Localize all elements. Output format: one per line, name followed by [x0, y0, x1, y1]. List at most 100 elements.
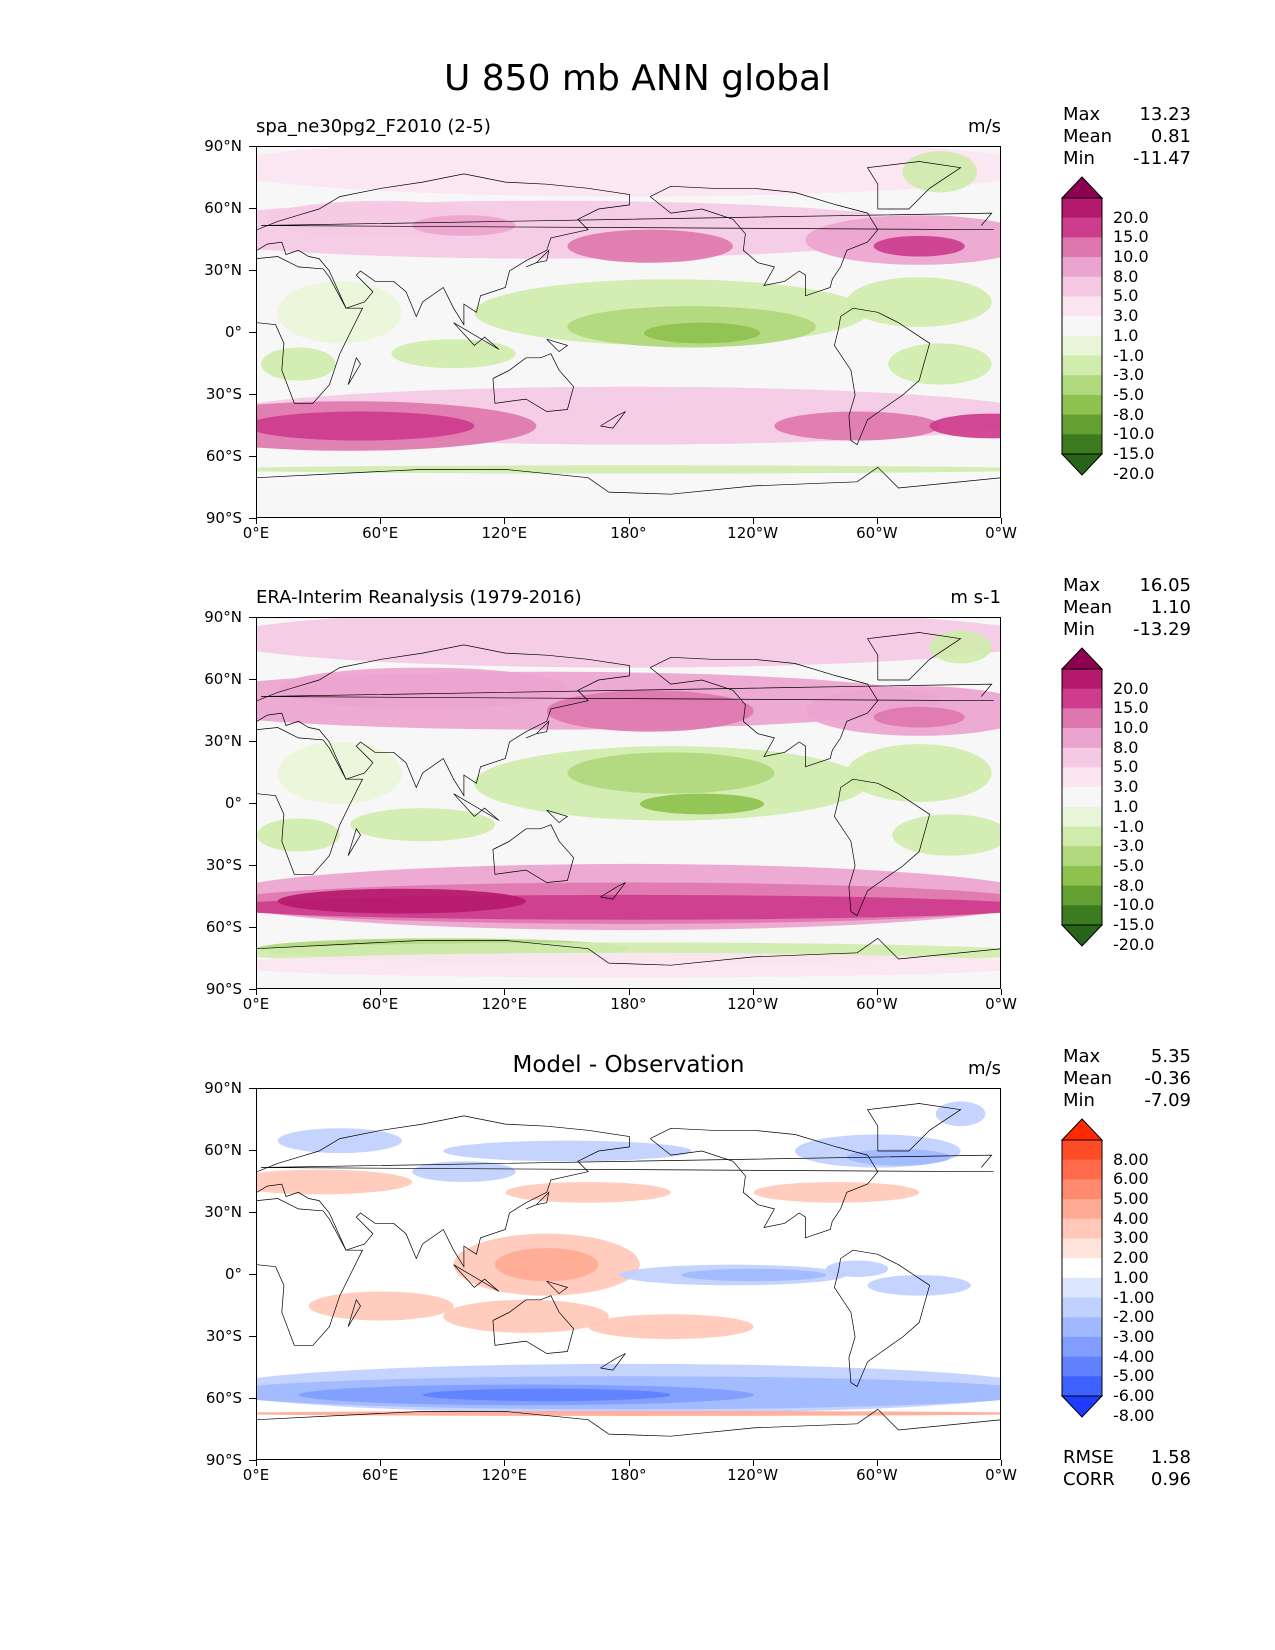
stat-row: Mean -0.36: [1063, 1068, 1191, 1090]
field-region: [412, 1161, 516, 1182]
field-region: [643, 322, 760, 344]
colorbar-tick-label: -4.00: [1113, 1346, 1155, 1366]
colorbar-swatch: [1062, 375, 1102, 396]
lon-tick: [752, 1460, 754, 1466]
panel-units: m/s: [968, 1058, 1001, 1079]
field-region: [639, 793, 765, 815]
lat-tick: [249, 1398, 256, 1399]
colorbar-swatch: [1062, 767, 1102, 788]
lat-tick: [249, 146, 256, 147]
field-region: [588, 1314, 754, 1340]
lat-tick: [249, 518, 256, 519]
field-region: [929, 413, 1000, 439]
panel-title: Model - Observation: [512, 1052, 745, 1078]
stat-value: -7.09: [1144, 1090, 1191, 1111]
lat-tick: [249, 617, 256, 618]
colorbar-swatch: [1062, 257, 1102, 278]
colorbar-tick-label: 10.0: [1113, 718, 1149, 738]
stat-label: Min: [1063, 1090, 1095, 1111]
colorbar-tick-label: 5.0: [1113, 757, 1139, 777]
lon-tick: [504, 518, 506, 524]
lon-tick: [628, 1460, 630, 1466]
stat-row: Max 5.35: [1063, 1046, 1191, 1068]
field-region: [257, 147, 1000, 197]
field-region: [277, 1128, 402, 1154]
lon-tick-label: 60°W: [856, 1466, 898, 1484]
lon-tick: [256, 518, 257, 524]
colorbar-swatch: [1062, 905, 1102, 926]
lon-tick: [504, 1460, 506, 1466]
colorbar-swatch: [1062, 1297, 1102, 1318]
colorbar-tick-label: -3.0: [1113, 836, 1145, 856]
stats-box: Max 16.05 Mean 1.10 Min -13.29: [1063, 575, 1191, 641]
colorbar-tick-label: 20.0: [1113, 207, 1149, 227]
colorbar: [1060, 1118, 1104, 1418]
lon-tick-label: 120°E: [481, 1466, 528, 1484]
stat-label: Min: [1063, 148, 1095, 169]
coastline: [866, 161, 962, 210]
stat-row: Max 13.23: [1063, 104, 1191, 126]
field-region: [505, 1182, 671, 1203]
panel-title: ERA-Interim Reanalysis (1979-2016): [256, 587, 582, 608]
coastline: [834, 307, 931, 446]
field-region: [567, 229, 733, 263]
colorbar-tick-label: 1.0: [1113, 325, 1139, 345]
lat-tick-label: 90°S: [205, 980, 242, 998]
coastline: [649, 185, 879, 297]
lon-tick-label: 60°W: [856, 524, 898, 542]
coastline: [347, 1298, 361, 1327]
coastline: [453, 322, 500, 350]
colorbar-tick-label: -3.00: [1113, 1326, 1155, 1346]
stat-value: 16.05: [1139, 575, 1191, 596]
colorbar-tick-label: 1.0: [1113, 796, 1139, 816]
lat-tick-label: 60°N: [204, 199, 242, 217]
coastline: [257, 1115, 630, 1268]
colorbar: [1060, 176, 1104, 476]
lon-tick: [256, 989, 257, 995]
coastline: [866, 1103, 962, 1152]
field-region: [412, 215, 516, 236]
colorbar-tick-label: 8.0: [1113, 737, 1139, 757]
colorbar-swatch: [1062, 669, 1102, 690]
lat-tick: [249, 1088, 256, 1089]
field-region: [443, 1140, 692, 1162]
colorbar-tick-label: -8.0: [1113, 404, 1145, 424]
lat-tick-label: 30°S: [205, 385, 242, 403]
lon-tick-label: 0°E: [242, 1466, 270, 1484]
colorbar-tick-label: 5.00: [1113, 1189, 1149, 1209]
stats-box: Max 5.35 Mean -0.36 Min -7.09: [1063, 1046, 1191, 1112]
colorbar-swatch: [1062, 1336, 1102, 1358]
colorbar-tick-label: -2.00: [1113, 1307, 1155, 1327]
lon-tick-label: 0°E: [242, 995, 270, 1013]
lat-tick-label: 90°S: [205, 509, 242, 527]
field-region: [846, 744, 992, 802]
colorbar-tick-label: -1.00: [1113, 1287, 1155, 1307]
lon-tick-label: 120°E: [481, 995, 528, 1013]
field-region: [902, 151, 978, 193]
lat-tick: [249, 1336, 256, 1337]
stat-row: Mean 1.10: [1063, 597, 1191, 619]
lat-tick: [249, 679, 256, 680]
coastline: [492, 824, 574, 883]
coastline: [261, 212, 994, 231]
coastline: [600, 411, 626, 429]
lat-tick: [249, 1150, 256, 1151]
field-region: [774, 411, 940, 441]
lat-tick-label: 30°S: [205, 1327, 242, 1345]
field-region: [846, 277, 992, 327]
colorbar-tick-label: 3.0: [1113, 306, 1139, 326]
colorbar-swatch: [1062, 747, 1102, 768]
stat-label: Min: [1063, 619, 1095, 640]
lat-tick-label: 60°S: [205, 1389, 242, 1407]
coastline: [453, 793, 500, 821]
field-region: [681, 1268, 827, 1282]
field-region: [567, 752, 775, 794]
field-region: [277, 742, 402, 804]
lat-tick-label: 30°N: [204, 1203, 242, 1221]
colorbar-tick-label: -5.0: [1113, 384, 1145, 404]
colorbar-swatch: [1062, 276, 1102, 297]
coastline: [257, 173, 630, 326]
field-region: [257, 618, 1000, 668]
coastline: [257, 466, 1000, 495]
lon-tick-label: 0°W: [985, 524, 1017, 542]
